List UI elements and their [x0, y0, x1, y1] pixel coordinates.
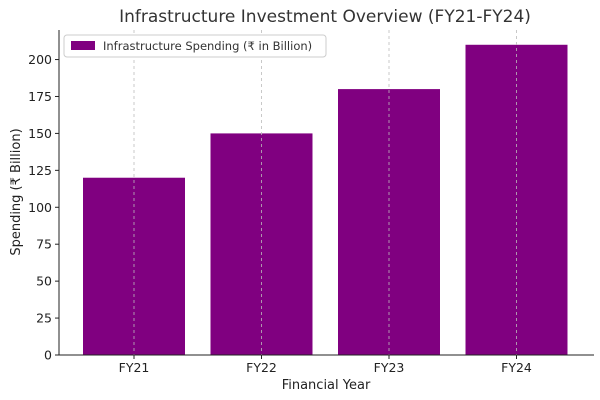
legend-label: Infrastructure Spending (₹ in Billion) — [103, 39, 312, 53]
y-tick-label: 75 — [36, 237, 52, 252]
legend: Infrastructure Spending (₹ in Billion) — [63, 34, 327, 58]
bars — [83, 44, 568, 355]
legend-box — [63, 34, 327, 58]
y-tick-label: 0 — [44, 348, 52, 363]
y-tick-label: 125 — [28, 163, 52, 178]
y-tick-label: 150 — [28, 126, 52, 141]
y-axis-label: Spending (₹ Billion) — [9, 128, 24, 255]
x-ticks: FY21 FY22 FY23 FY24 — [119, 355, 532, 375]
x-tick-label: FY24 — [501, 360, 532, 375]
y-tick-label: 200 — [28, 52, 52, 67]
y-ticks: 0 25 50 75 100 125 150 175 200 — [28, 52, 59, 363]
bar-fy22 — [210, 133, 313, 355]
x-axis-label: Financial Year — [282, 378, 371, 393]
gridlines — [133, 30, 517, 355]
x-tick-label: FY22 — [246, 360, 277, 375]
axes — [58, 30, 594, 356]
legend-swatch — [71, 41, 95, 50]
x-tick-label: FY23 — [374, 360, 405, 375]
y-tick-label: 25 — [36, 311, 52, 326]
chart-title: Infrastructure Investment Overview (FY21… — [119, 7, 531, 27]
y-tick-label: 100 — [28, 200, 52, 215]
x-tick-label: FY21 — [119, 360, 150, 375]
y-tick-label: 50 — [36, 274, 52, 289]
y-tick-label: 175 — [28, 89, 52, 104]
